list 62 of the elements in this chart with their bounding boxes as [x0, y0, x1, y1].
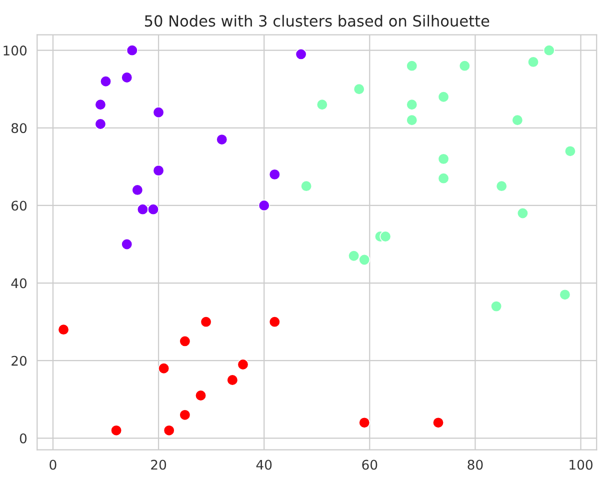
point	[94, 118, 106, 130]
point	[316, 98, 328, 110]
point	[348, 250, 360, 262]
point	[121, 72, 133, 84]
point	[258, 200, 270, 212]
point	[353, 83, 365, 95]
point	[490, 300, 502, 312]
point	[237, 358, 249, 370]
point	[438, 91, 450, 103]
x-tick-label: 80	[468, 460, 483, 470]
point	[158, 362, 170, 374]
point	[406, 114, 418, 126]
point	[94, 98, 106, 110]
point	[438, 153, 450, 165]
point	[194, 390, 207, 402]
point	[268, 316, 280, 328]
point	[358, 254, 370, 266]
point	[406, 60, 418, 72]
y-tick-label: 60	[12, 200, 27, 211]
point	[216, 134, 228, 146]
point	[110, 424, 122, 436]
x-tick-label: 100	[570, 460, 592, 470]
point	[226, 374, 238, 386]
x-tick-label: 60	[362, 460, 378, 470]
point	[100, 76, 112, 88]
point	[380, 230, 392, 242]
point	[179, 335, 191, 348]
point	[527, 56, 540, 68]
x-tick-label: 0	[50, 460, 56, 470]
point	[543, 44, 555, 56]
y-tick-label: 0	[20, 433, 27, 444]
point	[268, 168, 280, 180]
y-tick-label: 40	[11, 278, 27, 288]
point	[163, 424, 175, 436]
point	[58, 324, 70, 336]
point	[516, 207, 529, 220]
point	[152, 164, 164, 176]
y-tick-label: 80	[12, 123, 27, 134]
x-tick-label: 40	[256, 460, 272, 470]
chart-title: 50 Nodes with 3 clusters based on Silhouette	[144, 14, 490, 27]
point	[358, 416, 370, 428]
point	[147, 204, 160, 216]
point	[406, 98, 418, 110]
x-tick-label: 20	[151, 460, 166, 470]
point	[295, 48, 307, 60]
point	[136, 204, 148, 216]
point	[438, 172, 450, 184]
y-tick-label: 100	[4, 46, 27, 56]
point	[300, 180, 312, 192]
y-tick-label: 20	[12, 356, 27, 366]
point	[564, 145, 576, 157]
point	[126, 44, 138, 56]
point	[496, 180, 508, 192]
point	[559, 288, 571, 300]
point	[200, 316, 212, 328]
point	[458, 60, 470, 72]
point	[121, 238, 133, 250]
point	[179, 409, 191, 421]
point	[432, 416, 444, 428]
point	[512, 114, 524, 126]
point	[152, 106, 164, 118]
point	[132, 184, 144, 196]
